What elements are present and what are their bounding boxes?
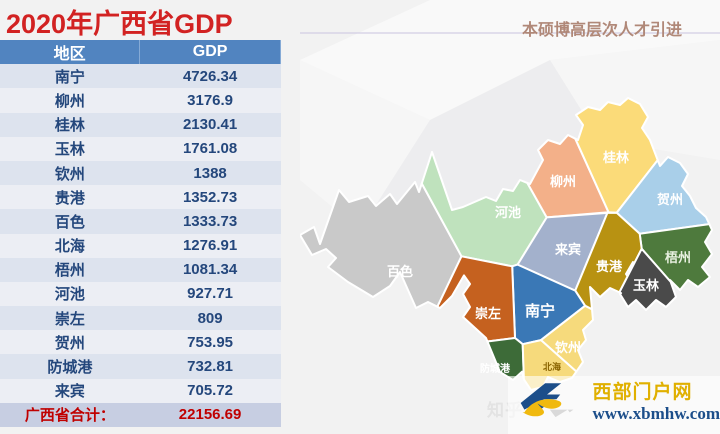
svg-text:来宾: 来宾 [554,242,581,257]
svg-text:桂林: 桂林 [602,150,629,165]
svg-text:河池: 河池 [495,205,521,220]
svg-text:钦州: 钦州 [554,340,581,355]
svg-text:百色: 百色 [387,264,413,279]
svg-text:梧州: 梧州 [665,250,691,265]
svg-text:玉林: 玉林 [633,278,659,293]
svg-text:柳州: 柳州 [550,174,576,189]
svg-text:贵港: 贵港 [596,259,623,274]
svg-text:贺州: 贺州 [656,192,683,207]
svg-text:崇左: 崇左 [475,306,501,321]
svg-text:北海: 北海 [543,361,561,372]
svg-text:南宁: 南宁 [525,302,555,320]
svg-text:防城港: 防城港 [480,362,511,375]
